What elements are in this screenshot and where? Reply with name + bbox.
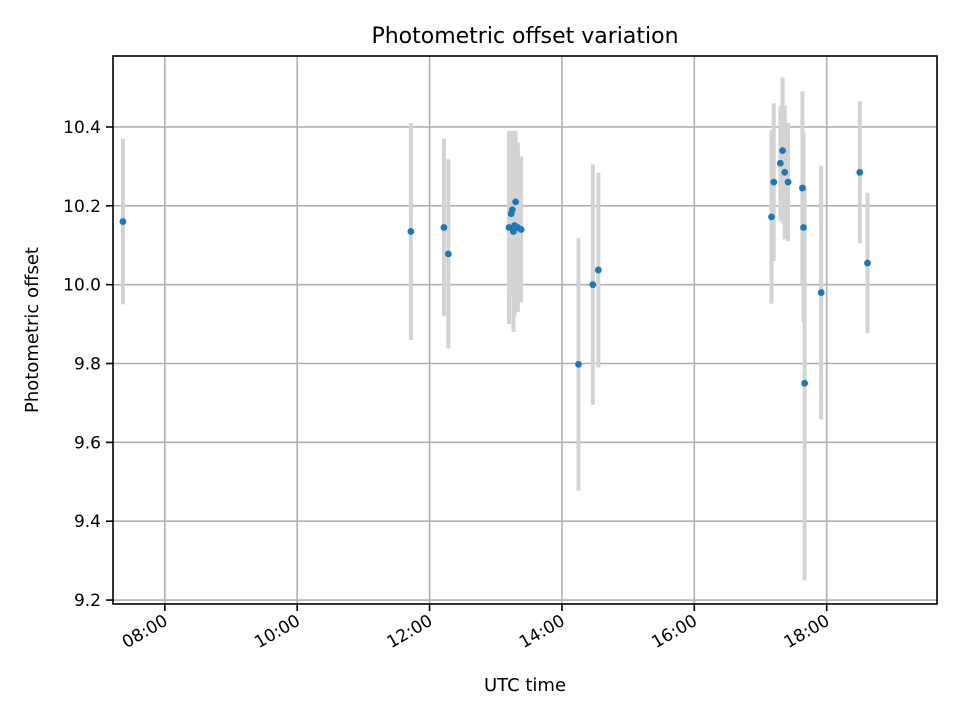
data-point [776,159,784,167]
chart-title: Photometric offset variation [371,24,678,49]
x-tick-label: 08:00 [119,611,171,653]
data-point [119,218,127,225]
data-point [779,147,786,155]
x-tick-label: 12:00 [384,611,436,653]
data-point [864,259,871,267]
y-tick-label: 9.2 [74,591,101,611]
data-point [512,198,520,206]
data-point [575,360,582,368]
x-axis-label: UTC time [484,675,566,696]
data-point [770,178,778,186]
errorbar-layer [120,77,870,581]
data-point [444,250,452,258]
data-point [594,266,602,274]
data-point [407,228,415,235]
data-point [799,184,806,192]
data-point [768,213,775,221]
x-tick-label: 18:00 [781,611,833,653]
data-point [517,226,525,233]
y-axis-label: Photometric offset [22,247,43,413]
data-point [817,289,825,296]
plot-frame [112,55,938,605]
point-layer [119,147,871,387]
data-point [801,379,809,387]
x-tick-label: 16:00 [648,611,700,653]
data-point [784,178,792,186]
data-point [856,168,864,176]
data-point [781,168,789,176]
data-point [440,224,448,231]
data-point [589,281,597,289]
data-point [800,224,807,231]
x-tick-label: 10:00 [251,611,303,653]
data-point [508,206,516,214]
y-tick-label: 10.2 [63,197,101,217]
y-tick-label: 9.4 [74,512,101,532]
data-point [510,228,517,235]
data-point [505,224,513,231]
y-tick-label: 9.8 [74,355,101,375]
grid-layer [113,56,937,604]
y-tick-label: 10.0 [63,276,101,296]
x-tick-label: 14:00 [516,611,568,653]
y-tick-label: 9.6 [74,433,101,453]
y-tick-label: 10.4 [63,118,101,138]
